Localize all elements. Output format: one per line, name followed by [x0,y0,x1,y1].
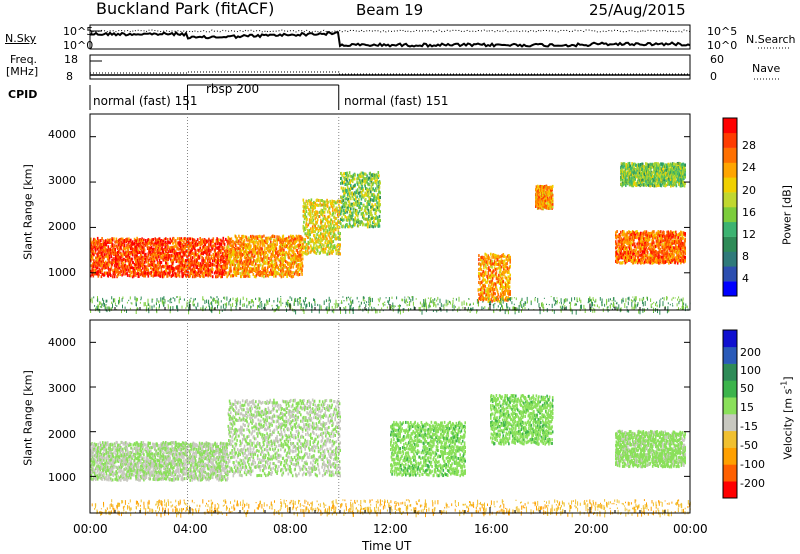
power-cbar-tick-16: 16 [742,206,756,219]
freq-panel-frame [89,54,691,80]
vel-cbar-tick-neg200: -200 [740,477,765,490]
power-colorbar-swatch-0 [723,281,737,297]
power-region-5 [535,184,554,211]
x-axis-label: Time UT [362,539,412,553]
power-colorbar-swatch-11 [723,118,737,134]
power-colorbar-swatch-4 [723,221,737,237]
cpid-segment-1: normal (fast) 151 [93,94,198,108]
freq-tick-right-top: 60 [710,53,724,66]
power-region-4 [477,252,511,304]
power-region-2 [302,198,341,256]
power-ytick-4000: 4000 [48,128,76,141]
velocity-colorbar-swatch-0 [723,481,737,499]
xtick-5: 20:00 [574,522,609,536]
power-frame [89,113,691,311]
nave-label: Nave [752,62,781,75]
velocity-region-2 [390,420,466,478]
noise-search-label: N.Search [746,33,796,46]
velocity-frame [89,319,691,514]
power-ytick-2000: 2000 [48,220,76,233]
noise-search-line [89,29,691,33]
xtick-6: 00:00 [673,522,708,536]
power-ytick-1000: 1000 [48,266,76,279]
velocity-region-3 [490,394,554,446]
nave-line [90,71,690,75]
freq-tick-left-top: 18 [64,53,78,66]
velocity-ytick-1000: 1000 [48,471,76,484]
vel-cbar-tick-100: 100 [740,364,761,377]
power-colorbar-swatch-9 [723,147,737,163]
velocity-colorbar-frame [722,329,738,499]
velocity-region-4 [615,429,686,469]
velocity-colorbar-swatch-4 [723,414,737,432]
power-heatmap [90,161,691,315]
power-ytick-3000: 3000 [48,174,76,187]
velocity-colorbar-swatch-7 [723,363,737,381]
velocity-colorbar-swatch-9 [723,330,737,348]
velocity-colorbar-swatch-8 [723,346,737,364]
cpid-segment-2: rbsp 200 [206,82,260,96]
noise-sky-line [89,30,691,48]
freq-label: Freq. [10,53,38,66]
velocity-region-1 [227,398,341,478]
xtick-4: 16:00 [474,522,509,536]
power-region-7 [620,161,686,188]
vel-cbar-tick-neg50: -50 [740,439,758,452]
power-region-6 [615,230,686,265]
velocity-ytick-2000: 2000 [48,428,76,441]
power-colorbar-swatch-6 [723,192,737,208]
freq-unit-label: [MHz] [6,65,39,78]
noise-tick-left-bottom: 10^0 [63,39,94,52]
velocity-ytick-4000: 4000 [48,336,76,349]
freq-tick-right-bottom: 0 [710,70,717,83]
power-colorbar-swatch-1 [723,266,737,282]
date-title: 25/Aug/2015 [589,1,686,19]
vel-cbar-tick-15: 15 [740,401,754,414]
power-colorbar-frame [722,117,738,297]
velocity-colorbar-swatch-2 [723,447,737,465]
velocity-ytick-3000: 3000 [48,382,76,395]
vel-cbar-tick-neg15: -15 [740,420,758,433]
xtick-3: 12:00 [373,522,408,536]
noise-tick-left-top: 10^5 [63,25,94,38]
vel-cbar-tick-200: 200 [740,346,761,359]
vel-cbar-tick-50: 50 [740,382,754,395]
power-cbar-tick-28: 28 [742,139,756,152]
power-cbar-tick-8: 8 [742,250,749,263]
power-colorbar-swatch-10 [723,132,737,148]
beam-title: Beam 19 [356,1,424,19]
noise-tick-right-top: 10^5 [707,25,738,38]
power-colorbar-swatch-7 [723,177,737,193]
velocity-region-0 [90,440,229,482]
noise-tick-right-bottom: 10^0 [707,39,738,52]
velocity-colorbar-swatch-6 [723,380,737,398]
power-cbar-tick-4: 4 [742,272,749,285]
cpid-label: CPID [8,88,38,101]
velocity-heatmap [90,394,691,518]
velocity-ground-scatter [91,499,691,518]
power-region-3 [340,171,381,229]
power-cbar-tick-12: 12 [742,228,756,241]
cpid-segment-3: normal (fast) 151 [344,94,449,108]
power-colorbar-swatch-8 [723,162,737,178]
xtick-0: 00:00 [73,522,108,536]
power-colorbar-swatch-5 [723,207,737,223]
power-region-1 [227,234,304,279]
power-colorbar-swatch-2 [723,251,737,267]
velocity-colorbar-swatch-3 [723,430,737,448]
power-region-0 [90,236,229,279]
station-title: Buckland Park (fitACF) [96,0,275,18]
power-cbar-tick-20: 20 [742,184,756,197]
noise-panel-frame [89,24,691,50]
freq-tick-left-bottom: 8 [66,70,73,83]
xtick-1: 04:00 [173,522,208,536]
vel-cbar-tick-neg100: -100 [740,458,765,471]
noise-sky-label: N.Sky [5,32,37,45]
power-colorbar-swatch-3 [723,236,737,252]
xtick-2: 08:00 [273,522,308,536]
power-cbar-tick-24: 24 [742,161,756,174]
velocity-colorbar-swatch-5 [723,397,737,415]
velocity-colorbar-swatch-1 [723,464,737,482]
